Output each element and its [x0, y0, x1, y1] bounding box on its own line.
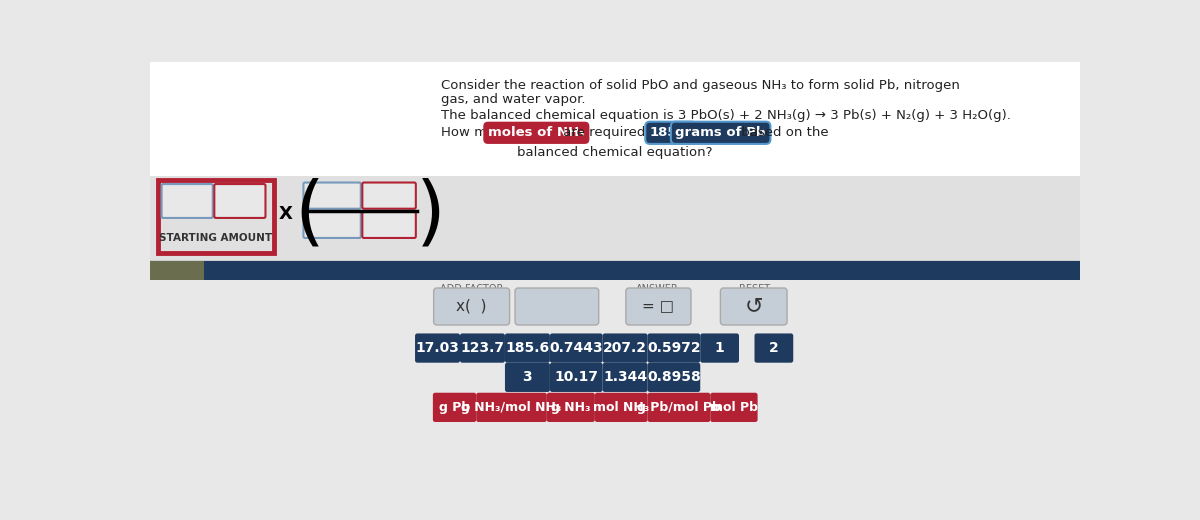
- FancyBboxPatch shape: [433, 393, 476, 422]
- Text: 10.17: 10.17: [554, 370, 599, 384]
- Text: grams of Pb: grams of Pb: [676, 126, 766, 139]
- FancyBboxPatch shape: [648, 363, 701, 392]
- Text: 0.5972: 0.5972: [647, 341, 701, 355]
- Text: mol NH₃: mol NH₃: [593, 401, 649, 414]
- Text: 207.2: 207.2: [604, 341, 647, 355]
- Text: based on the: based on the: [737, 126, 828, 139]
- Text: gas, and water vapor.: gas, and water vapor.: [440, 93, 586, 106]
- Text: g Pb: g Pb: [439, 401, 470, 414]
- FancyBboxPatch shape: [304, 183, 361, 209]
- FancyBboxPatch shape: [701, 333, 739, 363]
- Text: g NH₃: g NH₃: [551, 401, 590, 414]
- Bar: [150, 176, 1080, 265]
- FancyBboxPatch shape: [547, 393, 595, 422]
- FancyBboxPatch shape: [648, 333, 701, 363]
- Text: = □: = □: [642, 299, 674, 314]
- Bar: [150, 261, 1080, 262]
- Text: 1.344: 1.344: [604, 370, 647, 384]
- Bar: [150, 280, 1080, 463]
- Text: 1: 1: [715, 341, 725, 355]
- FancyBboxPatch shape: [476, 393, 547, 422]
- FancyBboxPatch shape: [515, 288, 599, 325]
- FancyBboxPatch shape: [505, 333, 550, 363]
- FancyBboxPatch shape: [505, 363, 550, 392]
- Text: mol Pb: mol Pb: [710, 401, 758, 414]
- FancyBboxPatch shape: [362, 183, 416, 209]
- FancyBboxPatch shape: [648, 393, 710, 422]
- FancyBboxPatch shape: [304, 212, 361, 238]
- FancyBboxPatch shape: [550, 363, 602, 392]
- Text: 2: 2: [769, 341, 779, 355]
- Text: balanced chemical equation?: balanced chemical equation?: [517, 146, 713, 159]
- Text: ANSWER: ANSWER: [636, 284, 679, 294]
- Bar: [150, 62, 1080, 176]
- Text: STARTING AMOUNT: STARTING AMOUNT: [158, 233, 271, 243]
- FancyBboxPatch shape: [626, 288, 691, 325]
- FancyBboxPatch shape: [162, 184, 212, 218]
- Text: 3: 3: [523, 370, 533, 384]
- Text: moles of NH₃: moles of NH₃: [488, 126, 584, 139]
- Text: 17.03: 17.03: [415, 341, 460, 355]
- Text: g Pb/mol Pb: g Pb/mol Pb: [637, 401, 721, 414]
- Text: ): ): [416, 178, 445, 252]
- Text: x(  ): x( ): [456, 299, 487, 314]
- FancyBboxPatch shape: [602, 363, 648, 392]
- Text: 185.6: 185.6: [505, 341, 550, 355]
- Text: ADD FACTOR: ADD FACTOR: [440, 284, 503, 294]
- FancyBboxPatch shape: [415, 333, 460, 363]
- Text: X: X: [278, 205, 293, 223]
- FancyBboxPatch shape: [710, 393, 757, 422]
- Text: (: (: [294, 178, 324, 252]
- FancyBboxPatch shape: [215, 184, 265, 218]
- FancyBboxPatch shape: [602, 333, 648, 363]
- FancyBboxPatch shape: [460, 333, 505, 363]
- Text: 123.7: 123.7: [461, 341, 504, 355]
- Text: 0.7443: 0.7443: [550, 341, 604, 355]
- Text: g NH₃/mol NH₃: g NH₃/mol NH₃: [461, 401, 562, 414]
- Text: RESET: RESET: [739, 284, 770, 294]
- Bar: [150, 261, 1080, 280]
- FancyBboxPatch shape: [595, 393, 648, 422]
- Text: How many: How many: [440, 126, 515, 139]
- Text: 0.8958: 0.8958: [647, 370, 701, 384]
- FancyBboxPatch shape: [550, 333, 602, 363]
- Text: are required to produce: are required to produce: [559, 126, 726, 139]
- FancyBboxPatch shape: [433, 288, 510, 325]
- Text: The balanced chemical equation is 3 PbO(s) + 2 NH₃(g) → 3 Pb(s) + N₂(g) + 3 H₂O(: The balanced chemical equation is 3 PbO(…: [440, 109, 1010, 122]
- Text: Consider the reaction of solid PbO and gaseous NH₃ to form solid Pb, nitrogen: Consider the reaction of solid PbO and g…: [440, 80, 960, 93]
- FancyBboxPatch shape: [362, 212, 416, 238]
- FancyBboxPatch shape: [157, 180, 274, 253]
- FancyBboxPatch shape: [720, 288, 787, 325]
- FancyBboxPatch shape: [755, 333, 793, 363]
- Text: ↺: ↺: [744, 296, 763, 317]
- Text: 185.6: 185.6: [650, 126, 691, 139]
- Bar: [150, 261, 204, 280]
